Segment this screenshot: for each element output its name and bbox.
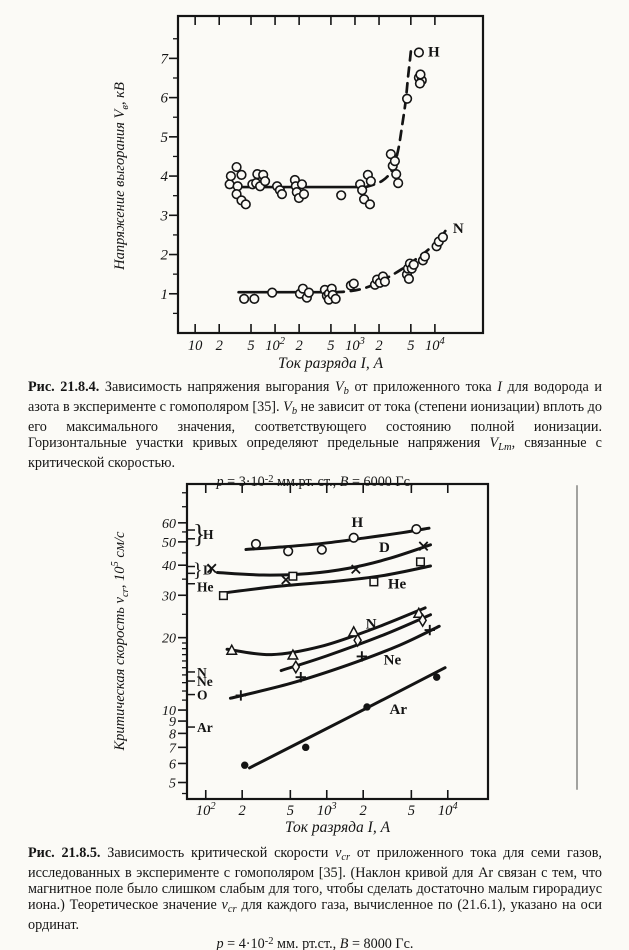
x-axis-title: Ток разряда I, А — [278, 355, 384, 372]
theoretical-value-label-d: D — [203, 562, 213, 577]
fit-curve-he — [220, 564, 433, 595]
caption-conditions: p = 4·10-2 мм. рт.ст., B = 8000 Гс. — [216, 935, 414, 950]
curve-label-ne: Ne — [384, 653, 402, 669]
y-tick-label: 7 — [161, 51, 170, 67]
series-h: H — [244, 515, 431, 557]
series-o — [279, 613, 433, 675]
y-axis-title: Критическая скорость vcr, 105 см/с — [110, 531, 131, 752]
y-tick-label: 6 — [161, 91, 169, 107]
y-axis-title: Напряжение выгорания Vв, кВ — [112, 82, 131, 271]
y-tick-label: 3 — [160, 208, 169, 224]
curve-label-d: D — [379, 540, 390, 556]
fit-curve-d — [215, 543, 433, 577]
y-tick-label: 8 — [169, 727, 176, 742]
x-tick-label: 10 — [188, 338, 203, 354]
x-tick-label: 104 — [438, 801, 459, 819]
theoretical-value-label-n: N — [197, 665, 207, 680]
x-tick-label: 2 — [295, 338, 302, 354]
theoretical-value-label-he: He — [197, 580, 214, 595]
y-tick-label: 40 — [162, 559, 176, 574]
y-tick-label: 20 — [162, 632, 176, 647]
figure-number: Рис. 21.8.4. — [28, 379, 100, 395]
y-tick-label: 2 — [161, 248, 169, 264]
x-tick-label: 2 — [375, 338, 382, 354]
axis-brace: } — [193, 559, 203, 581]
series-n: N — [225, 606, 427, 660]
fit-curve-ne — [228, 624, 441, 700]
theoretical-value-label-h: H — [203, 527, 214, 542]
y-tick-label: 6 — [169, 757, 176, 772]
fit-curve-h — [244, 526, 431, 551]
caption-body: Зависимость напряжения выгорания Vb от п… — [28, 379, 602, 471]
x-tick-label: 2 — [216, 338, 223, 354]
fit-curve-o — [279, 613, 433, 673]
y-tick-label: 10 — [162, 704, 176, 719]
y-tick-label: 5 — [169, 777, 176, 792]
x-axis-title: Ток разряда I, А — [285, 819, 391, 836]
x-tick-label: 103 — [317, 801, 337, 819]
y-tick-label: 50 — [162, 536, 176, 551]
theoretical-value-label-ne: Ne — [197, 674, 213, 689]
x-tick-label: 5 — [247, 338, 254, 354]
x-tick-label: 102 — [196, 801, 217, 819]
x-tick-label: 5 — [407, 338, 414, 354]
curve-label-h: H — [351, 515, 363, 531]
y-tick-label: 9 — [169, 715, 176, 730]
y-tick-label: 5 — [161, 130, 169, 146]
theoretical-value-label-ar: Ar — [197, 720, 213, 735]
caption-body: Зависимость критической скорости vcr от … — [28, 845, 602, 933]
x-tick-label: 5 — [287, 803, 294, 819]
theoretical-value-label-o: O — [197, 688, 208, 703]
caption-conditions: p = 3·10-2 мм.рт. ст., B = 6000 Гс. — [216, 473, 414, 490]
fit-curve-ar — [248, 666, 447, 770]
x-tick-label: 104 — [425, 336, 446, 354]
x-tick-label: 2 — [239, 803, 246, 819]
x-tick-label: 5 — [327, 338, 334, 354]
y-tick-label: 4 — [161, 169, 169, 185]
figure-21-8-4-caption: Рис. 21.8.4. Зависимость напряжения выго… — [28, 379, 602, 490]
fit-curve-n — [225, 606, 427, 657]
curve-label-h: H — [428, 44, 440, 60]
fit-curve-h — [364, 43, 413, 189]
figure-21-8-5-caption: Рис. 21.8.5. Зависимость критической ско… — [28, 845, 602, 950]
y-tick-label: 60 — [162, 517, 176, 532]
series-d: D — [206, 540, 433, 585]
x-tick-label: 5 — [408, 803, 415, 819]
x-tick-label: 103 — [345, 336, 365, 354]
series-h: H — [224, 43, 440, 210]
figure-number: Рис. 21.8.5. — [28, 845, 101, 861]
scan-gutter-line — [576, 485, 578, 790]
y-tick-label: 1 — [161, 287, 169, 303]
curve-label-he: He — [388, 576, 407, 592]
curve-label-n: N — [453, 221, 464, 237]
curve-label-ar: Ar — [390, 702, 408, 718]
y-tick-label: 7 — [169, 741, 177, 756]
series-n: N — [237, 221, 464, 305]
y-tick-label: 30 — [161, 589, 176, 604]
series-he: He — [218, 557, 433, 601]
series-ar: Ar — [241, 666, 447, 770]
axis-brace: } — [193, 520, 205, 549]
x-tick-label: 2 — [360, 803, 367, 819]
curve-label-n: N — [366, 616, 377, 632]
x-tick-label: 102 — [265, 336, 286, 354]
series-ne: Ne — [228, 624, 441, 701]
